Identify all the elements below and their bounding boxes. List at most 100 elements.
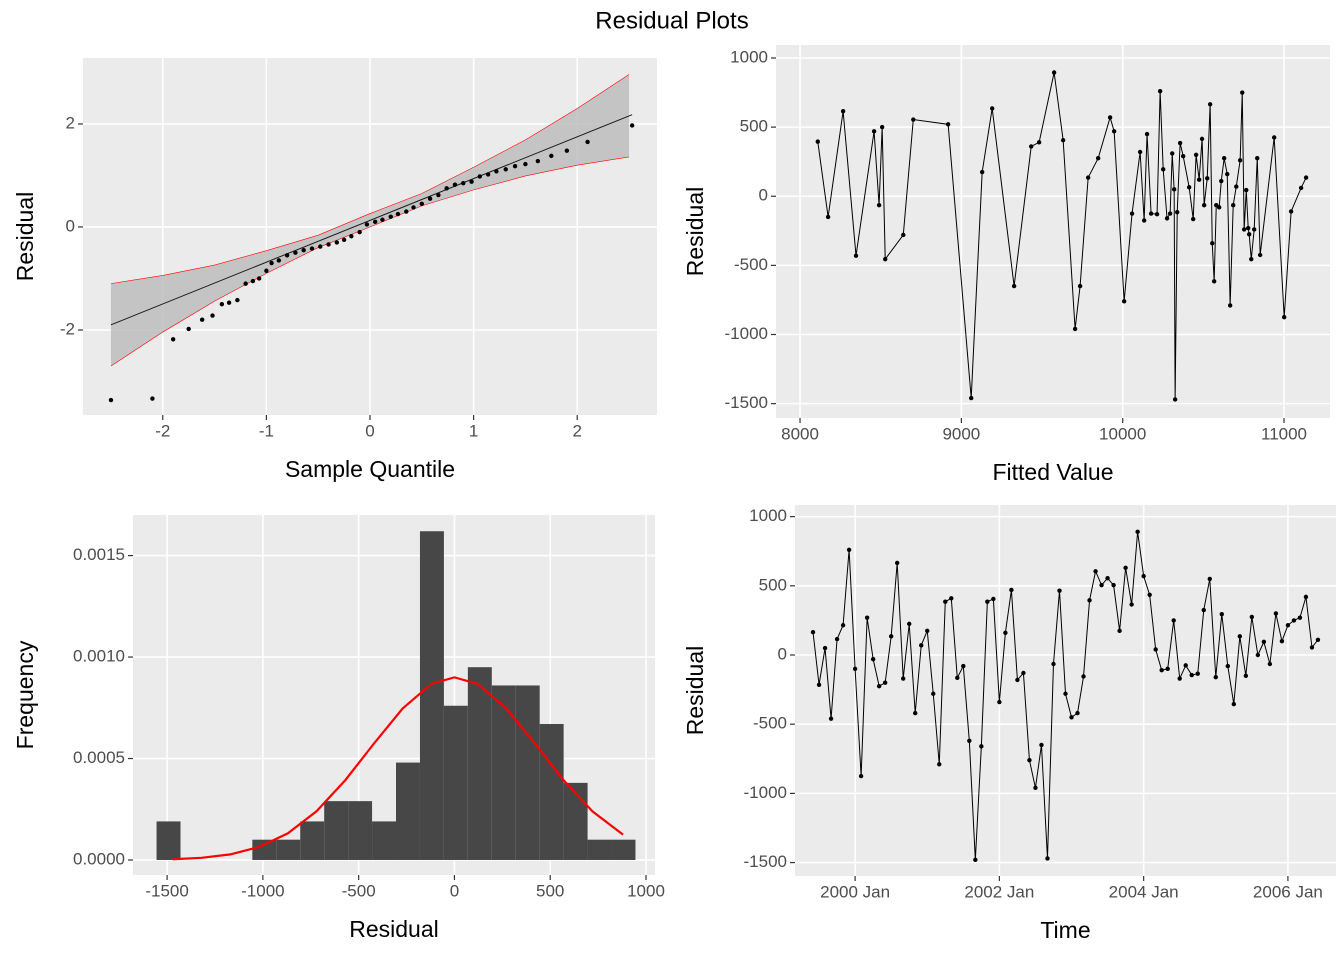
point <box>357 229 362 235</box>
point <box>1135 529 1140 535</box>
x-axis-title: Sample Quantile <box>285 456 455 482</box>
point <box>264 268 269 273</box>
point <box>1201 607 1206 613</box>
reference-line <box>110 114 633 326</box>
point <box>1195 671 1200 676</box>
point <box>949 596 954 601</box>
y-tick-label: 0.0000 <box>73 849 125 868</box>
point <box>364 222 370 227</box>
point <box>1210 241 1215 246</box>
point <box>309 246 315 251</box>
x-tick-label: 2002 Jan <box>964 882 1034 901</box>
point <box>452 182 458 187</box>
y-tick-label: 500 <box>759 575 787 594</box>
point <box>523 161 528 167</box>
point <box>388 214 393 219</box>
point <box>1279 638 1285 644</box>
point <box>150 396 155 401</box>
point <box>1243 673 1249 678</box>
point <box>815 139 820 144</box>
point <box>1141 218 1147 223</box>
point <box>852 666 858 672</box>
histogram-bar <box>539 724 564 860</box>
x-tick-label: 8000 <box>781 424 819 443</box>
point <box>1237 634 1243 639</box>
point <box>334 240 340 245</box>
point <box>1251 227 1257 232</box>
point <box>372 219 378 225</box>
histogram-bar <box>372 821 397 860</box>
point <box>444 186 449 191</box>
point <box>1225 663 1231 669</box>
y-tick-label: 500 <box>740 117 768 136</box>
point <box>1201 203 1207 208</box>
point <box>1129 211 1135 216</box>
point <box>276 258 282 263</box>
point <box>1123 565 1128 571</box>
point <box>853 253 859 258</box>
x-axis-title: Time <box>1040 917 1090 943</box>
y-tick-label: -1500 <box>744 852 787 871</box>
point <box>1117 628 1122 633</box>
point <box>1234 184 1239 189</box>
point <box>876 683 882 689</box>
y-tick-label: 1000 <box>749 506 787 525</box>
y-tick-label: 0 <box>66 216 75 235</box>
point <box>1189 672 1194 678</box>
point <box>256 276 262 281</box>
point <box>1027 757 1032 763</box>
chart-title: Residual Plots <box>595 7 748 34</box>
point <box>825 214 831 220</box>
point <box>564 148 570 153</box>
point <box>226 300 232 305</box>
point <box>1075 710 1080 716</box>
point <box>913 710 918 716</box>
point <box>477 174 483 179</box>
point <box>1298 185 1304 191</box>
y-axis-title: Residual <box>682 187 708 277</box>
point <box>945 122 951 127</box>
point <box>1231 203 1236 208</box>
y-tick-label: 0 <box>778 644 787 663</box>
point <box>1087 598 1092 603</box>
point <box>1170 151 1175 156</box>
point <box>919 643 924 648</box>
point <box>1315 637 1321 642</box>
point <box>858 773 864 779</box>
point <box>1039 742 1044 748</box>
point <box>907 621 912 627</box>
point <box>1099 582 1104 588</box>
point <box>979 169 985 175</box>
y-axis-title: Frequency <box>12 640 38 749</box>
point <box>1093 569 1098 574</box>
point <box>1261 639 1267 645</box>
point <box>1249 256 1254 262</box>
point <box>1060 138 1066 143</box>
point <box>1137 149 1143 155</box>
point <box>846 547 852 553</box>
histogram-bar <box>276 839 301 860</box>
point <box>1219 178 1224 184</box>
y-axis-title: Residual <box>12 192 38 282</box>
y-tick-label: 0 <box>759 186 768 205</box>
point <box>1160 167 1166 172</box>
point <box>834 636 840 642</box>
point <box>1072 326 1078 332</box>
point <box>1167 211 1173 216</box>
point <box>1171 187 1177 192</box>
point <box>380 217 385 222</box>
histogram-bar <box>563 782 588 860</box>
point <box>961 663 966 669</box>
point <box>1257 252 1263 258</box>
point <box>1003 630 1008 636</box>
y-tick-label: 1000 <box>730 47 768 66</box>
point <box>549 153 554 159</box>
point <box>973 857 978 863</box>
point <box>1249 614 1255 620</box>
x-tick-label: 2000 Jan <box>820 882 890 901</box>
point <box>925 628 930 633</box>
point <box>1095 156 1101 161</box>
point <box>1011 283 1017 289</box>
point <box>1227 303 1233 308</box>
point <box>293 250 298 255</box>
